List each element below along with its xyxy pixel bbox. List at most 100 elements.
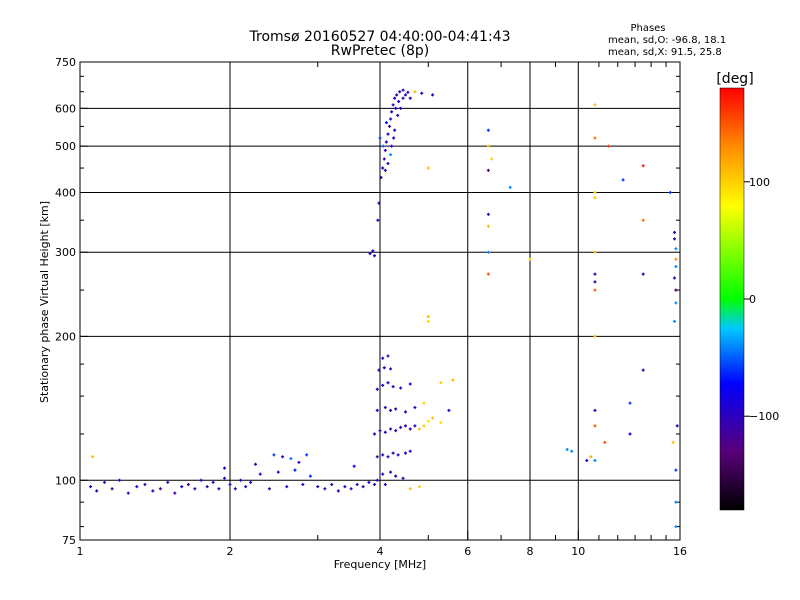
data-point (593, 250, 597, 254)
data-point (383, 430, 387, 434)
data-point (258, 472, 262, 476)
data-point (593, 334, 597, 338)
x-tick-label: 6 (464, 545, 471, 558)
data-point (593, 458, 597, 462)
data-point (403, 410, 407, 414)
data-point (486, 224, 490, 228)
data-point (486, 144, 490, 148)
x-tick-label: 10 (571, 545, 585, 558)
data-point (91, 455, 95, 459)
data-point (431, 416, 435, 420)
data-point (383, 482, 387, 486)
data-point (674, 500, 678, 504)
data-point (673, 230, 677, 234)
data-point (408, 96, 412, 100)
data-point (399, 106, 403, 110)
data-point (426, 319, 430, 323)
x-tick-labels: 1 2 4 6 8 10 16 (77, 545, 688, 558)
data-point (244, 485, 248, 489)
colorbar-gradient (719, 87, 745, 511)
data-point (373, 432, 377, 436)
plot-frame (79, 61, 681, 541)
data-point (392, 136, 396, 140)
data-point (384, 121, 388, 125)
x-axis-label: Frequency [MHz] (334, 558, 426, 571)
data-point (585, 458, 589, 462)
data-point (397, 100, 401, 104)
data-point (330, 482, 334, 486)
data-point (316, 485, 320, 489)
data-point (390, 110, 394, 114)
data-point (674, 247, 678, 251)
data-point (336, 489, 340, 493)
data-point (565, 447, 569, 451)
data-point (389, 427, 393, 431)
data-point (422, 401, 426, 405)
data-point (297, 460, 301, 464)
data-point (593, 424, 597, 428)
data-point (110, 487, 114, 491)
data-point (675, 424, 679, 428)
data-point (673, 237, 677, 241)
data-point (376, 218, 380, 222)
data-point (486, 128, 490, 132)
data-point (361, 485, 365, 489)
colorbar-tick-label: −100 (749, 410, 779, 423)
x-tick-label: 16 (673, 545, 687, 558)
data-point (439, 421, 443, 425)
data-point (439, 381, 443, 385)
minor-ticks (79, 62, 681, 540)
data-point (371, 249, 375, 253)
data-point (389, 367, 393, 371)
data-point (377, 201, 381, 205)
data-point (426, 166, 430, 170)
data-point (673, 276, 677, 280)
scatter-points (89, 88, 679, 529)
data-point (593, 280, 597, 284)
data-point (593, 288, 597, 292)
data-point (671, 440, 675, 444)
data-point (528, 257, 532, 261)
data-point (486, 250, 490, 254)
data-point (486, 272, 490, 276)
data-point (394, 407, 398, 411)
data-point (228, 482, 232, 486)
data-point (211, 480, 215, 484)
x-tick-label: 4 (377, 545, 384, 558)
data-point (674, 288, 678, 292)
data-point (117, 478, 121, 482)
data-point (621, 178, 625, 182)
colorbar-tick-label: 100 (749, 176, 770, 189)
data-point (349, 487, 353, 491)
data-point (386, 354, 390, 358)
data-point (451, 378, 455, 382)
data-point (378, 429, 382, 433)
data-point (394, 106, 398, 110)
data-point (396, 453, 400, 457)
data-point (386, 381, 390, 385)
data-point (323, 487, 327, 491)
data-point (490, 157, 494, 161)
data-point (674, 468, 678, 472)
data-point (593, 103, 597, 107)
data-point (422, 424, 426, 428)
data-point (293, 468, 297, 472)
data-point (301, 482, 305, 486)
y-axis-label: Stationary phase Virtual Height [km] (38, 201, 51, 403)
data-point (431, 93, 435, 97)
data-point (383, 148, 387, 152)
data-point (135, 485, 139, 489)
data-point (267, 487, 271, 491)
stats-x: mean, sd,X: 91.5, 25.8 (608, 47, 722, 58)
data-point (381, 144, 385, 148)
data-point (253, 462, 257, 466)
data-point (199, 478, 203, 482)
data-point (406, 90, 410, 94)
data-point (394, 429, 398, 433)
data-point (373, 254, 377, 258)
data-point (276, 470, 280, 474)
data-point (158, 487, 162, 491)
data-point (593, 196, 597, 200)
data-point (403, 93, 407, 97)
